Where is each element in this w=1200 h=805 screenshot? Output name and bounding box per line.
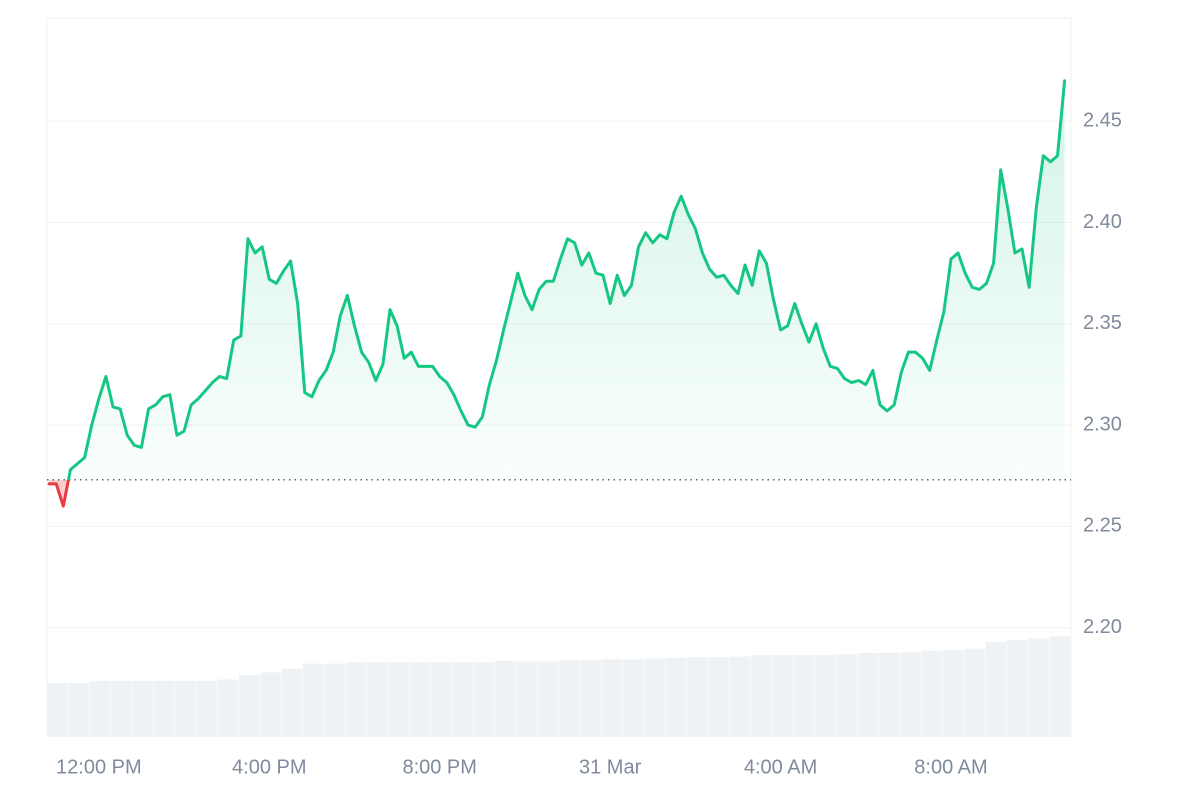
volume-bar (665, 657, 687, 737)
x-tick-label: 12:00 PM (56, 756, 142, 778)
volume-bar (239, 675, 260, 737)
volume-bar (751, 655, 772, 737)
y-tick-label: 2.45 (1083, 110, 1122, 132)
y-tick-label: 2.20 (1083, 616, 1122, 638)
volume-bar (89, 680, 111, 737)
volume-bar (1028, 638, 1050, 737)
y-tick-label: 2.40 (1083, 211, 1122, 233)
volume-bar (708, 657, 730, 737)
volume-bar (857, 652, 879, 737)
volume-bar (1049, 636, 1071, 737)
volume-bar (772, 655, 794, 737)
x-tick-label: 4:00 AM (744, 756, 817, 778)
volume-bar (111, 680, 132, 737)
volume-bar (601, 659, 623, 737)
volume-bar (559, 660, 580, 737)
volume-bar (68, 683, 90, 737)
volume-bar (175, 680, 196, 737)
x-tick-label: 8:00 AM (914, 756, 987, 778)
area (49, 80, 1065, 507)
volume-bar (985, 642, 1007, 737)
volume-bar (281, 668, 303, 737)
volume-bar (345, 662, 367, 737)
volume-bar (793, 655, 815, 737)
volume-bar (687, 657, 708, 737)
volume-bar (196, 680, 218, 737)
volume-bar (431, 662, 452, 737)
x-tick-label: 8:00 PM (402, 756, 476, 778)
volume-bar (132, 680, 154, 737)
y-tick-label: 2.25 (1083, 515, 1122, 537)
volume-bar (303, 663, 324, 737)
volume-bar (964, 648, 986, 737)
y-tick-label: 2.30 (1083, 413, 1122, 435)
volume-bar (1007, 639, 1028, 737)
volume-bar (388, 662, 410, 737)
volume-bar (943, 650, 964, 737)
volume-bar (644, 658, 666, 737)
volume-bar (47, 683, 68, 737)
volume-bar (324, 663, 346, 737)
volume-bar (153, 680, 175, 737)
y-tick-label: 2.35 (1083, 312, 1122, 334)
volume-bar (729, 656, 751, 737)
volume-bar (815, 655, 836, 737)
volume-bar (217, 679, 239, 737)
x-tick-label: 31 Mar (579, 756, 642, 778)
volume-bar (452, 662, 474, 737)
volume-bar (516, 661, 538, 737)
x-tick-label: 4:00 PM (232, 756, 306, 778)
volume-bar (260, 672, 282, 737)
volume-bar (537, 661, 559, 737)
volume-bar (900, 652, 922, 737)
volume-bar (409, 662, 431, 737)
volume-bar (623, 659, 644, 737)
volume-bar (580, 660, 602, 737)
price-line (47, 79, 1067, 508)
volume-bar (879, 652, 900, 737)
volume-bar (921, 650, 943, 737)
volume-bar (367, 662, 388, 737)
volume-bar (836, 654, 858, 737)
volume-bar (495, 660, 516, 737)
volume-bar (473, 662, 495, 737)
